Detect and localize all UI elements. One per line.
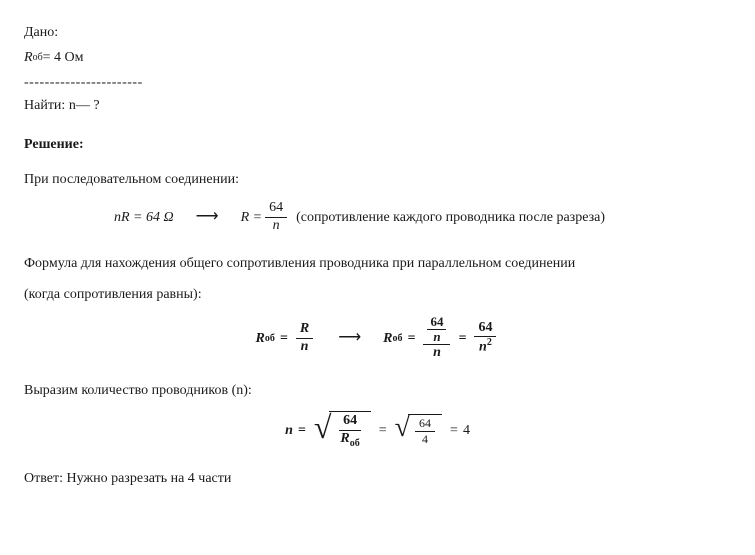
rob-sub3: об bbox=[350, 438, 360, 449]
sqrt-2: √ 64 4 bbox=[395, 414, 442, 446]
compound-num: 64 n bbox=[423, 315, 450, 346]
series-lhs: nR = 64 Ω bbox=[114, 207, 174, 228]
rob-sub: об bbox=[265, 331, 275, 346]
parallel-text2: (когда сопротивления равны): bbox=[24, 284, 731, 305]
r-equals: R = bbox=[241, 207, 263, 228]
arrow-icon: ⟶ bbox=[196, 205, 219, 229]
equals-3: = bbox=[458, 328, 466, 349]
series-note: (сопротивление каждого проводника после … bbox=[296, 207, 605, 228]
n-sup: 2 bbox=[487, 337, 492, 348]
parallel-text1: Формула для нахождения общего сопротивле… bbox=[24, 253, 731, 274]
n-sym: n bbox=[479, 340, 487, 355]
result-value: 4 bbox=[463, 420, 470, 441]
rob-symbol2: R bbox=[383, 328, 392, 349]
fraction-64-n: 64 n bbox=[265, 200, 287, 235]
equals-4: = bbox=[298, 420, 306, 441]
series-equation-row: nR = 64 Ω ⟶ R = 64 n (сопротивление кажд… bbox=[24, 200, 731, 235]
given-equation: Rоб = 4 Ом bbox=[24, 47, 84, 68]
answer-text: Ответ: Нужно разрезать на 4 части bbox=[24, 468, 731, 489]
frac-r-den: n bbox=[297, 339, 313, 356]
separator-line: ----------------------- bbox=[24, 72, 731, 93]
given-label: Дано: bbox=[24, 22, 731, 43]
sqrt1-frac: 64 Rоб bbox=[336, 413, 363, 450]
sqrt1-den: Rоб bbox=[336, 431, 363, 450]
frac-compound: 64 n n bbox=[423, 315, 450, 362]
rob-sub2: об bbox=[392, 331, 402, 346]
final-den: n2 bbox=[475, 337, 496, 356]
inner-num: 64 bbox=[427, 315, 446, 330]
n-symbol: n bbox=[285, 420, 293, 441]
equals-5: = bbox=[379, 420, 387, 441]
parallel-rhs: Rоб = 64 n n = 64 n2 bbox=[383, 315, 499, 362]
solution-heading: Решение: bbox=[24, 134, 731, 155]
parallel-lhs: Rоб = R n bbox=[256, 321, 317, 356]
series-rhs: R = 64 n bbox=[241, 200, 291, 235]
sqrt-1: √ 64 Rоб bbox=[314, 411, 371, 450]
parallel-equation-row: Rоб = R n ⟶ Rоб = 64 n n = 64 n2 bbox=[24, 315, 731, 362]
find-line: Найти: n— ? bbox=[24, 95, 731, 116]
equals-6: = bbox=[450, 420, 458, 441]
frac-final: 64 n2 bbox=[474, 320, 496, 357]
r-symbol: R bbox=[24, 47, 33, 68]
r-value: = 4 Ом bbox=[43, 47, 84, 68]
r-subscript: об bbox=[33, 50, 43, 65]
rob-symbol: R bbox=[256, 328, 265, 349]
equals-2: = bbox=[407, 328, 415, 349]
sqrt2-frac: 64 4 bbox=[415, 416, 435, 446]
frac-num: 64 bbox=[265, 200, 287, 218]
inner-den: n bbox=[430, 330, 443, 344]
equals-1: = bbox=[280, 328, 288, 349]
sqrt2-den: 4 bbox=[418, 432, 432, 446]
express-equation-row: n = √ 64 Rоб = √ 64 4 = 4 bbox=[24, 411, 731, 450]
arrow-icon: ⟶ bbox=[338, 326, 361, 350]
sqrt1-num: 64 bbox=[339, 413, 361, 431]
final-num: 64 bbox=[474, 320, 496, 338]
frac-r-n: R n bbox=[296, 321, 313, 356]
compound-den: n bbox=[429, 345, 445, 362]
series-text: При последовательном соединении: bbox=[24, 169, 731, 190]
express-text: Выразим количество проводников (n): bbox=[24, 380, 731, 401]
frac-r-num: R bbox=[296, 321, 313, 339]
rob-sym3: R bbox=[340, 431, 349, 446]
frac-den: n bbox=[269, 218, 284, 235]
sqrt2-num: 64 bbox=[415, 416, 435, 431]
